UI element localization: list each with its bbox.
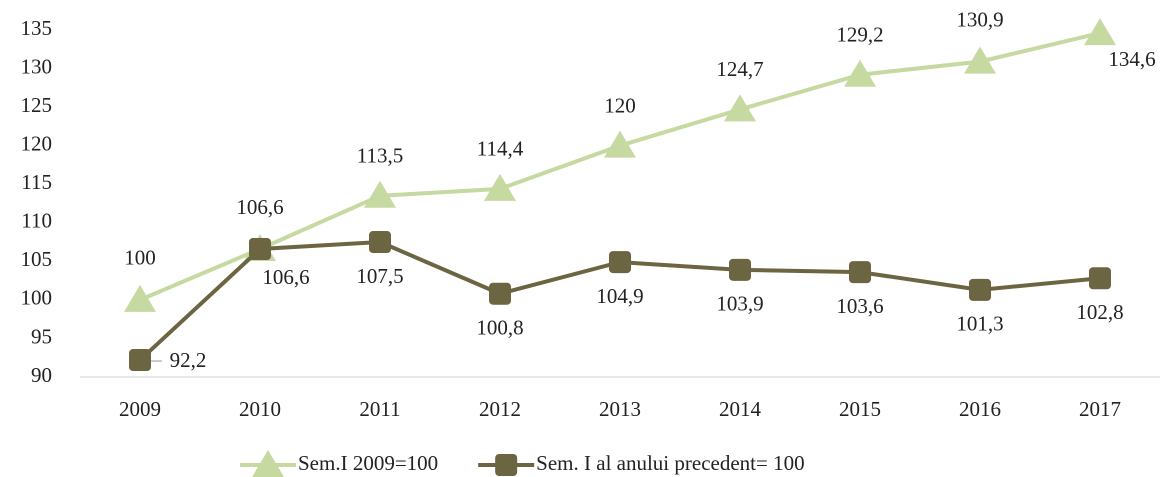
x-tick-label: 2014 [719,397,762,421]
marker [604,130,636,158]
marker [964,46,996,74]
y-tick-label: 130 [21,54,53,78]
marker [844,59,876,87]
data-label: 120 [604,93,636,117]
marker [129,349,151,372]
x-tick-label: 2017 [1079,397,1121,421]
y-tick-label: 120 [21,131,53,155]
marker [369,231,391,254]
marker [724,94,756,122]
data-label: 113,5 [357,144,403,168]
marker [484,173,516,201]
x-tick-label: 2013 [599,397,641,421]
marker [364,180,396,208]
data-label: 129,2 [836,23,883,47]
legend-label: Sem.I 2009=100 [298,451,438,475]
data-label: 130,9 [956,7,1003,31]
data-label: 104,9 [596,284,643,308]
data-label: 92,2 [170,348,207,372]
y-tick-label: 90 [31,363,52,387]
data-label: 107,5 [356,264,403,288]
marker [969,278,991,301]
data-label: 106,6 [262,265,309,289]
x-tick-label: 2010 [239,397,281,421]
marker [609,251,631,274]
x-tick-label: 2011 [359,397,400,421]
y-tick-label: 115 [21,170,52,194]
y-tick-label: 135 [21,16,53,40]
marker [489,282,511,305]
legend: Sem.I 2009=100 Sem. I al anului precedent… [240,450,805,477]
data-label: 106,6 [236,195,283,219]
marker [249,237,271,260]
data-label: 114,4 [477,137,524,161]
marker [252,450,284,477]
y-tick-label: 105 [21,247,53,271]
marker [495,454,518,476]
x-tick-label: 2016 [959,397,1001,421]
marker [849,261,871,284]
marker [124,284,156,312]
data-label: 134,6 [1108,47,1155,71]
x-tick-label: 2009 [119,397,161,421]
y-tick-label: 125 [21,93,53,117]
data-label: 103,9 [716,292,763,316]
legend-label: Sem. I al anului precedent= 100 [536,451,804,475]
x-tick-label: 2012 [479,397,521,421]
x-tick-label: 2015 [839,397,881,421]
data-label: 102,8 [1076,300,1123,324]
y-tick-label: 110 [21,209,52,233]
y-tick-label: 95 [31,324,52,348]
data-label: 103,6 [836,294,883,318]
y-tick-label: 100 [21,286,53,310]
marker [729,258,751,281]
marker [1089,267,1111,290]
data-label: 100,8 [476,316,523,340]
marker [1084,18,1116,46]
data-label: 101,3 [956,312,1003,336]
data-label: 124,7 [716,57,763,81]
data-label: 100 [124,246,156,270]
